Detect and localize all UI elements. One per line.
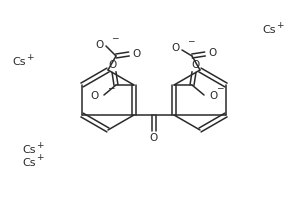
Text: O: O — [208, 48, 216, 58]
Text: O: O — [172, 43, 180, 53]
Text: +: + — [276, 20, 283, 29]
Text: −: − — [216, 84, 223, 93]
Text: O: O — [109, 60, 117, 70]
Text: −: − — [187, 36, 195, 46]
Text: O: O — [132, 49, 140, 59]
Text: O: O — [91, 91, 99, 101]
Text: Cs: Cs — [12, 57, 25, 67]
Text: +: + — [26, 53, 33, 61]
Text: +: + — [36, 153, 44, 163]
Text: Cs: Cs — [22, 145, 36, 155]
Text: Cs: Cs — [22, 158, 36, 168]
Text: O: O — [96, 40, 104, 50]
Text: +: + — [36, 140, 44, 149]
Text: O: O — [209, 91, 217, 101]
Text: O: O — [191, 60, 199, 70]
Text: O: O — [150, 133, 158, 143]
Text: −: − — [111, 33, 119, 43]
Text: −: − — [107, 84, 115, 93]
Text: Cs: Cs — [262, 25, 275, 35]
